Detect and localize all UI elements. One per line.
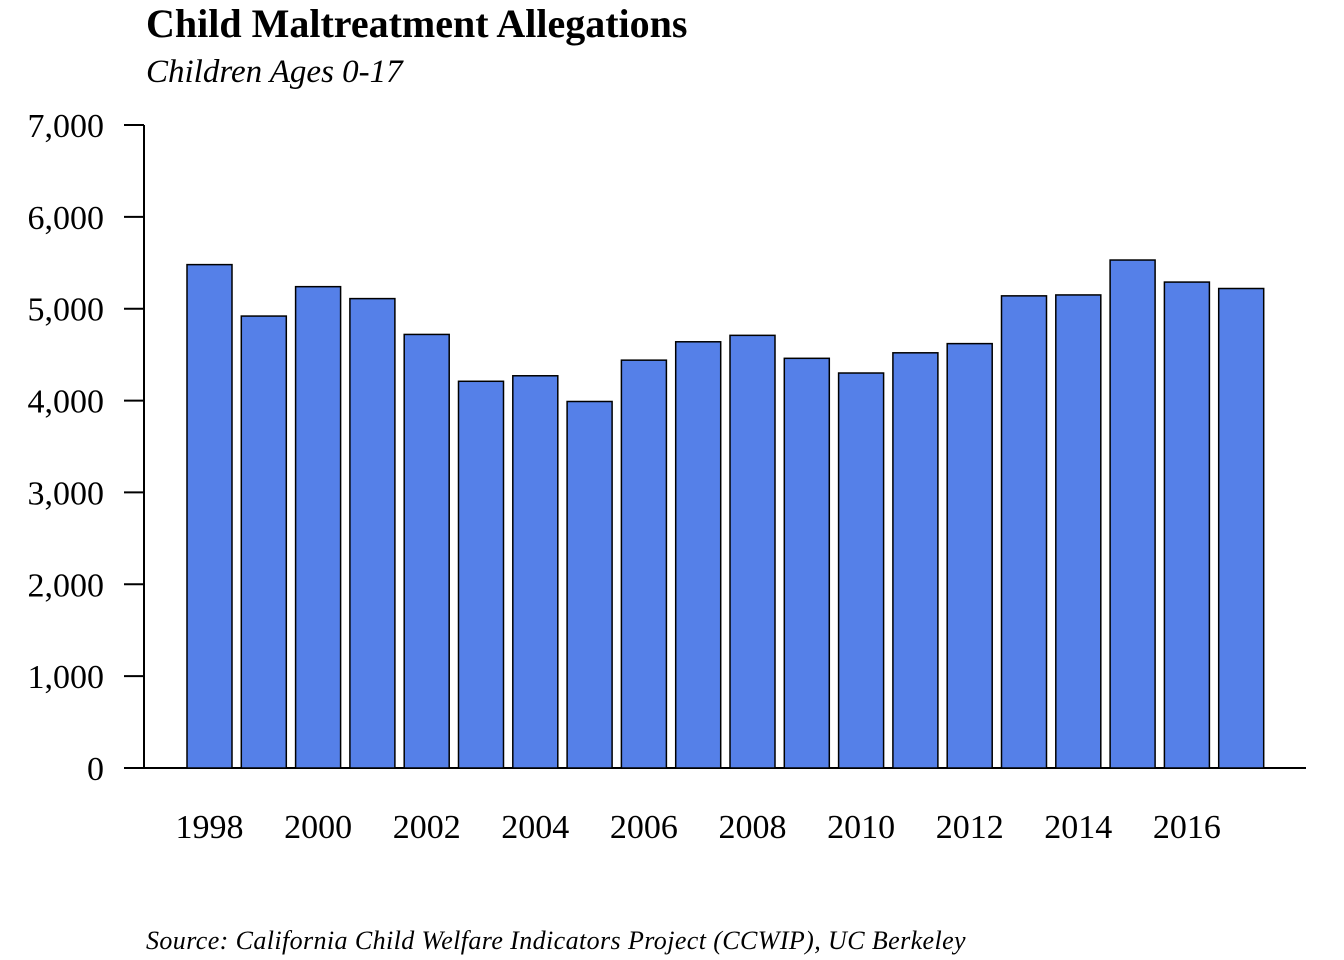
bar-2016 bbox=[1163, 281, 1211, 769]
x-tick-label: 2004 bbox=[501, 809, 569, 846]
x-axis: 1998 2000 2002 2004 2006 2008 2010 2012 2014 2016 bbox=[124, 767, 1306, 846]
y-tick-label: 5,000 bbox=[28, 292, 105, 329]
bar-2003 bbox=[457, 380, 505, 769]
bar-2015 bbox=[1109, 259, 1156, 769]
bar-chart: 0 1,000 2,000 3,000 4,000 5,000 6,000 7,000 199… bbox=[28, 108, 1306, 846]
x-tick-label: 1998 bbox=[176, 809, 244, 846]
bar-2004 bbox=[512, 375, 559, 769]
source-note: Source: California Child Welfare Indicat… bbox=[146, 926, 966, 955]
bar-2012 bbox=[946, 342, 993, 769]
y-tick-label: 2,000 bbox=[28, 567, 105, 604]
y-tick-label: 3,000 bbox=[28, 475, 105, 512]
bar-1998 bbox=[186, 263, 233, 769]
bar-2000 bbox=[294, 285, 342, 769]
x-tick-label: 2006 bbox=[610, 809, 678, 846]
bars bbox=[186, 259, 1265, 769]
bar-2017 bbox=[1217, 287, 1265, 769]
bar-2010 bbox=[837, 372, 885, 769]
bar-2008 bbox=[729, 334, 776, 769]
bar-2002 bbox=[403, 333, 450, 769]
x-tick-label: 2014 bbox=[1044, 809, 1112, 846]
x-tick-label: 2002 bbox=[393, 809, 461, 846]
x-tick-label: 2000 bbox=[284, 809, 352, 846]
y-tick-label: 7,000 bbox=[28, 108, 105, 145]
bar-2009 bbox=[783, 357, 831, 769]
bar-2014 bbox=[1055, 294, 1102, 769]
y-tick-label: 4,000 bbox=[28, 384, 105, 421]
bar-2013 bbox=[1000, 295, 1048, 769]
x-tick-label: 2012 bbox=[936, 809, 1004, 846]
x-tick-label: 2010 bbox=[827, 809, 895, 846]
chart-subtitle: Children Ages 0-17 bbox=[146, 54, 403, 90]
bar-2011 bbox=[892, 352, 939, 769]
bar-2005 bbox=[566, 400, 613, 769]
bar-1999 bbox=[240, 315, 288, 769]
chart-title: Child Maltreatment Allegations bbox=[146, 1, 688, 46]
x-tick-label: 2008 bbox=[719, 809, 787, 846]
y-tick-label: 1,000 bbox=[28, 659, 105, 696]
x-tick-label: 2016 bbox=[1153, 809, 1221, 846]
y-axis: 0 1,000 2,000 3,000 4,000 5,000 6,000 7,000 bbox=[28, 108, 145, 788]
y-tick-label: 6,000 bbox=[28, 200, 105, 237]
y-tick-label: 0 bbox=[87, 751, 104, 788]
bar-2006 bbox=[620, 359, 668, 769]
bar-2001 bbox=[349, 297, 396, 769]
bar-2007 bbox=[674, 341, 722, 769]
